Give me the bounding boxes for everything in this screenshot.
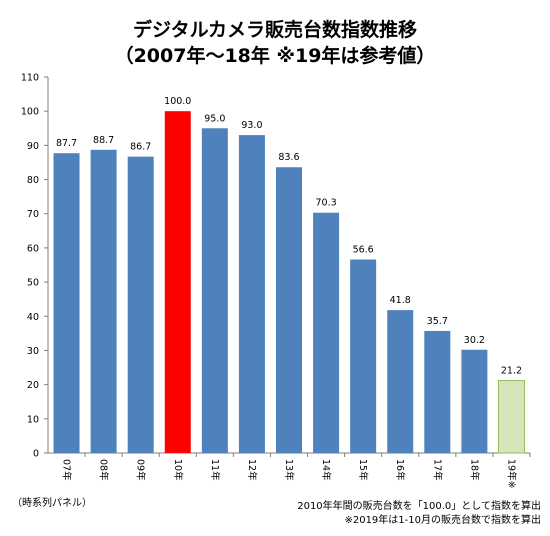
- data-label: 56.6: [353, 245, 374, 256]
- chart-subtitle: （2007年～18年 ※19年は参考値）: [114, 45, 436, 67]
- data-label: 87.7: [56, 138, 77, 149]
- data-label: 86.7: [130, 142, 151, 153]
- footnote-index-basis: 2010年年間の販売台数を「100.0」として指数を算出: [297, 501, 541, 512]
- x-tick-label: 17年: [431, 459, 443, 481]
- y-tick-label: 0: [33, 449, 39, 460]
- data-label: 21.2: [501, 366, 522, 377]
- bar-12年: [238, 135, 265, 454]
- bar-18年: [461, 349, 488, 453]
- bar-13年: [276, 167, 302, 454]
- bar-14年: [313, 212, 340, 453]
- data-label: 95.0: [204, 113, 225, 124]
- x-tick-label: 08年: [98, 459, 110, 481]
- bar-17年: [424, 330, 451, 453]
- y-tick-label: 60: [27, 243, 39, 254]
- data-label: 93.0: [241, 120, 262, 131]
- y-tick-label: 50: [27, 278, 39, 289]
- x-tick-label: 19年※: [505, 459, 517, 489]
- bar-07年: [53, 153, 80, 453]
- y-tick-label: 80: [27, 175, 39, 186]
- data-label: 100.0: [164, 96, 191, 107]
- x-tick-label: 11年: [209, 459, 221, 481]
- data-label: 30.2: [464, 335, 485, 346]
- data-label: 70.3: [315, 198, 336, 209]
- x-tick-label: 14年: [320, 459, 332, 481]
- x-tick-label: 09年: [135, 459, 147, 481]
- data-label: 88.7: [93, 135, 114, 146]
- x-tick-label: 10年: [172, 459, 184, 481]
- y-tick-label: 100: [21, 107, 39, 118]
- bar-19年※: [497, 380, 525, 454]
- x-tick-label: 13年: [283, 459, 295, 481]
- y-tick-label: 30: [27, 346, 39, 357]
- data-label: 35.7: [427, 316, 448, 327]
- x-tick-label: 18年: [468, 459, 480, 481]
- bar-11年: [201, 128, 228, 454]
- bar-15年: [350, 259, 377, 453]
- y-tick-label: 90: [27, 141, 39, 152]
- x-tick-label: 16年: [394, 459, 406, 481]
- x-tick-label: 15年: [357, 459, 369, 481]
- chart-title: デジタルカメラ販売台数指数推移: [132, 19, 418, 41]
- bar-10年: [164, 111, 191, 453]
- x-tick-label: 07年: [61, 459, 73, 481]
- y-tick-label: 110: [21, 73, 39, 84]
- y-tick-label: 20: [27, 380, 39, 391]
- y-tick-label: 40: [27, 312, 39, 323]
- source-note: （時系列パネル）: [12, 498, 92, 509]
- bar-08年: [90, 149, 117, 454]
- x-tick-label: 12年: [246, 459, 258, 481]
- data-label: 83.6: [278, 152, 299, 163]
- data-label: 41.8: [390, 295, 411, 306]
- y-tick-label: 10: [27, 414, 39, 425]
- bar-09年: [127, 156, 154, 454]
- footnote-2019-reference: ※2019年は1-10月の販売台数で指数を算出: [344, 515, 541, 526]
- bar-16年: [387, 310, 414, 453]
- y-tick-label: 70: [27, 209, 39, 220]
